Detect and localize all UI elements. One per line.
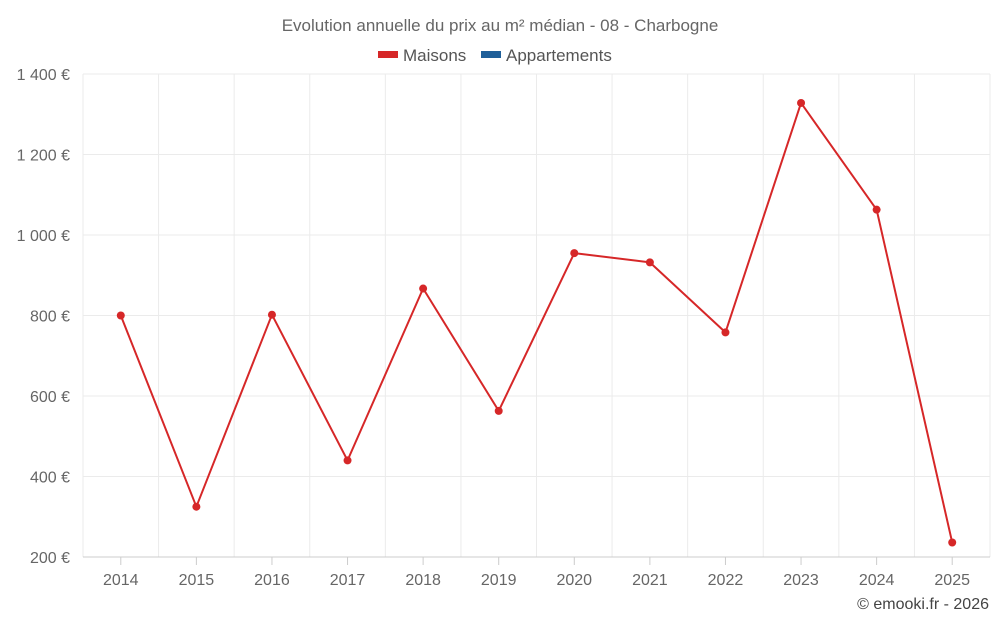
y-axis: 200 € 400 € 600 € 800 € 1 000 € 1 200 € 1 400 … (17, 67, 70, 567)
x-tick-label: 2014 (103, 572, 139, 589)
x-tick-label: 2018 (405, 572, 441, 589)
data-point[interactable] (116, 311, 125, 320)
y-tick-label: 1 400 € (17, 67, 70, 84)
data-point[interactable] (192, 502, 201, 511)
legend-label-maisons: Maisons (403, 46, 466, 65)
legend-swatch-appartements (481, 51, 501, 58)
y-tick-label: 200 € (30, 550, 70, 567)
x-tick-label: 2015 (179, 572, 215, 589)
y-tick-label: 400 € (30, 470, 70, 487)
x-tick-label: 2016 (254, 572, 290, 589)
credit-text: © emooki.fr - 2026 (857, 596, 989, 613)
data-point[interactable] (721, 328, 730, 337)
data-point[interactable] (645, 258, 654, 267)
series-line (119, 101, 954, 543)
x-tick-label: 2021 (632, 572, 668, 589)
x-tick-label: 2024 (859, 572, 895, 589)
data-point[interactable] (570, 249, 579, 258)
x-tick-label: 2019 (481, 572, 517, 589)
x-tick-label: 2022 (708, 572, 744, 589)
legend-swatch-maisons (378, 51, 398, 58)
x-tick-label: 2025 (934, 572, 970, 589)
y-tick-label: 1 200 € (17, 148, 70, 165)
x-tick-label: 2020 (556, 572, 592, 589)
x-axis: 2014 2015 2016 2017 2018 2019 2020 2021 2022 2023… (83, 556, 990, 589)
legend-item-appartements[interactable]: Appartements (481, 46, 612, 65)
x-tick-label: 2017 (330, 572, 366, 589)
y-tick-label: 600 € (30, 389, 70, 406)
chart-title: Evolution annuelle du prix au m² médian … (282, 16, 719, 35)
y-tick-label: 800 € (30, 309, 70, 326)
legend[interactable]: Maisons Appartements (378, 46, 612, 65)
legend-item-maisons[interactable]: Maisons (378, 46, 466, 65)
y-tick-label: 1 000 € (17, 228, 70, 245)
data-point[interactable] (948, 538, 957, 547)
legend-label-appartements: Appartements (506, 46, 612, 65)
data-point[interactable] (343, 456, 352, 465)
data-point[interactable] (494, 406, 503, 415)
x-tick-label: 2023 (783, 572, 819, 589)
data-point[interactable] (872, 205, 881, 214)
series-maisons (116, 98, 957, 547)
data-point[interactable] (419, 284, 428, 293)
grid (82, 73, 991, 557)
data-point[interactable] (797, 98, 806, 107)
data-point[interactable] (267, 310, 276, 319)
